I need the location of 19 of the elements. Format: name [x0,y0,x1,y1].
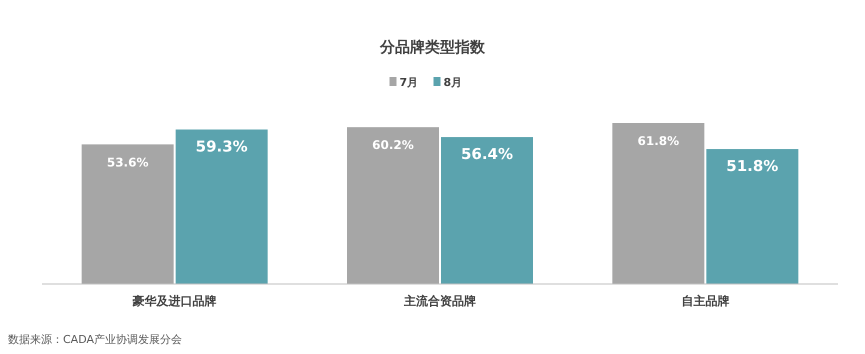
data-label: 56.4% [460,145,514,164]
chart-title: 分品牌类型指数 [379,38,486,56]
data-label: 60.2% [372,138,414,152]
x-tick-label: 主流合资品牌 [403,294,476,308]
legend-label: 7月 [400,76,418,89]
bar [176,130,268,284]
data-label: 51.8% [726,157,778,176]
bar [706,149,798,284]
legend-label: 8月 [444,76,462,89]
data-label: 61.8% [638,134,680,148]
x-tick-label: 自主品牌 [681,294,730,308]
bar [612,123,704,284]
data-label: 59.3% [196,138,248,156]
bar [82,144,174,284]
bar [347,127,439,284]
source-note: 数据来源：CADA产业协调发展分会 [8,333,182,346]
data-label: 53.6% [106,155,148,170]
bar [441,137,533,284]
x-tick-label: 豪华及进口品牌 [132,294,217,308]
